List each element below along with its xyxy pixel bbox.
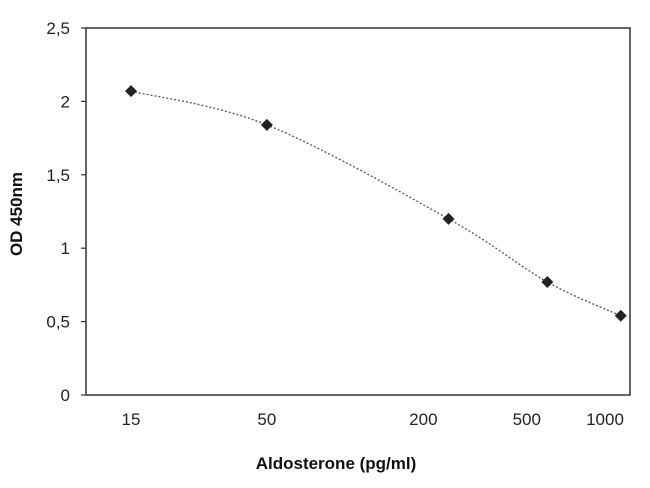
data-point	[614, 309, 627, 322]
x-tick-label: 15	[122, 410, 141, 429]
data-points	[125, 85, 627, 322]
y-tick-label: 1,5	[46, 166, 70, 185]
data-point	[442, 212, 455, 225]
x-tick-label: 500	[513, 410, 541, 429]
data-point	[541, 275, 554, 288]
x-axis-ticks: 15 50 200 500 1000	[122, 410, 624, 429]
x-axis-title: Aldosterone (pg/ml)	[256, 454, 417, 473]
data-point	[260, 118, 273, 131]
plot-area-frame	[85, 27, 631, 396]
data-point	[125, 85, 137, 98]
x-tick-label: 50	[257, 410, 276, 429]
series-line	[130, 90, 622, 317]
y-tick-label: 1	[61, 239, 70, 258]
y-tick-label: 0,5	[46, 313, 70, 332]
y-axis-title: OD 450nm	[7, 172, 26, 256]
x-tick-label: 1000	[586, 410, 624, 429]
y-tick-label: 0	[61, 386, 70, 405]
y-tick-label: 2	[61, 92, 70, 111]
y-axis-ticks: 0 0,5 1 1,5 2 2,5	[46, 19, 86, 405]
x-tick-label: 200	[409, 410, 437, 429]
y-tick-label: 2,5	[46, 19, 70, 38]
